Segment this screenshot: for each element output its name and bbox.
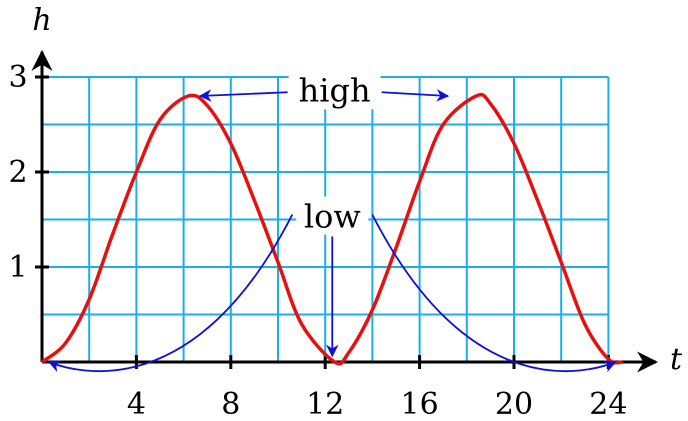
- annotation-low: low: [304, 198, 361, 236]
- annotation-background: [288, 69, 381, 110]
- y-tick-label: 1: [8, 250, 27, 285]
- y-tick-label: 2: [8, 155, 27, 190]
- x-tick-label: 24: [589, 387, 627, 421]
- series: [40, 92, 623, 366]
- x-tick-label: 8: [221, 387, 240, 421]
- x-tick-label: 4: [127, 387, 146, 421]
- annotation-arrow: [381, 89, 450, 102]
- y-axis-label: h: [32, 3, 51, 38]
- series-line: [40, 92, 623, 366]
- annotations: high low: [47, 69, 617, 373]
- axes: [31, 49, 659, 373]
- annotation-high: high: [299, 71, 371, 109]
- annotation-arrow: [198, 89, 288, 102]
- annotation-arrow: [371, 214, 617, 373]
- annotation-arrow: [47, 214, 294, 373]
- grid: [41, 76, 610, 362]
- annotation-background: [296, 196, 369, 235]
- y-tick-label: 3: [8, 60, 27, 95]
- x-tick-label: 16: [401, 387, 439, 421]
- x-tick-label: 12: [306, 387, 344, 421]
- x-axis-label: t: [670, 342, 683, 377]
- x-tick-label: 20: [495, 387, 533, 421]
